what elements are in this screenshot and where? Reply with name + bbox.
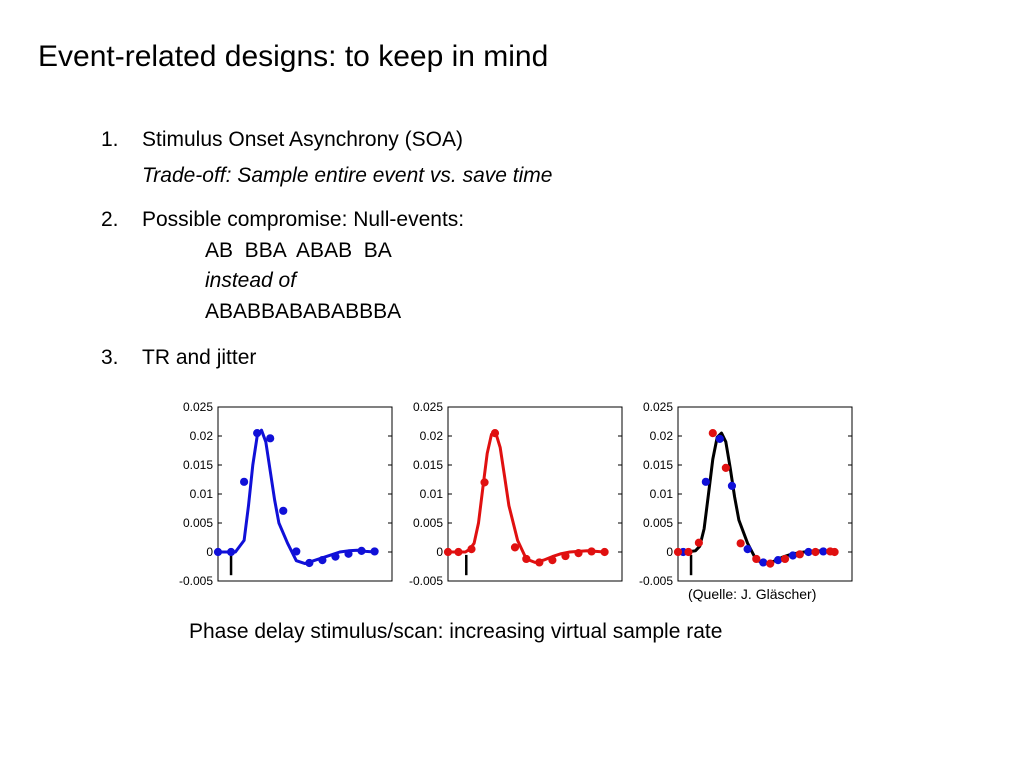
null-event-sequence: AB BBA ABAB BA: [205, 239, 392, 262]
plot-frame: [677, 406, 853, 582]
sample-point-red: [752, 554, 761, 564]
sample-point-red: [443, 547, 453, 557]
y-tick-label: -0.005: [409, 574, 443, 588]
sample-point-red: [694, 538, 703, 547]
y-tick-label: 0: [206, 545, 213, 559]
sample-point-blue: [788, 551, 797, 560]
sample-point-blue: [743, 545, 752, 554]
sample-point-blue: [773, 556, 783, 565]
sample-point-red: [467, 545, 476, 554]
sample-point-red: [600, 547, 609, 557]
sample-point-blue: [331, 552, 340, 561]
y-tick-label: 0.015: [643, 458, 673, 472]
item-1-text: Stimulus Onset Asynchrony (SOA): [142, 128, 463, 151]
sample-point-blue: [305, 558, 314, 568]
sample-point-blue: [370, 547, 379, 556]
plot-2: 0.025 0.02 0.015 0.01 0.005 0 -0.005: [409, 400, 623, 588]
sample-point-blue: [213, 547, 223, 557]
item-3-number: 3.: [101, 346, 119, 369]
y-tick-label: 0.02: [420, 429, 444, 443]
y-tick-label: 0: [436, 545, 443, 559]
slide-title: Event-related designs: to keep in mind: [38, 40, 549, 73]
y-tick-label: 0.01: [420, 487, 444, 501]
sample-point-blue: [253, 429, 262, 438]
y-tick-label: 0.02: [190, 429, 214, 443]
y-tick-label: 0.005: [183, 516, 213, 530]
sample-point-blue: [759, 558, 768, 567]
sample-point-red: [830, 547, 839, 557]
sample-point-blue: [357, 546, 366, 555]
sample-point-red: [561, 551, 570, 561]
sample-point-red: [522, 554, 531, 564]
y-tick-label: 0.025: [183, 400, 213, 414]
sample-point-blue: [240, 477, 249, 486]
sample-point-red: [548, 556, 557, 565]
sample-point-blue: [318, 556, 327, 565]
sample-point-blue: [727, 481, 737, 490]
full-sequence: ABABBABABABBBA: [205, 300, 402, 323]
sample-point-red: [780, 554, 790, 564]
sample-point-blue: [819, 547, 828, 556]
y-tick-label: -0.005: [179, 574, 213, 588]
sample-point-red: [811, 547, 820, 557]
sample-point-red: [684, 547, 693, 557]
y-tick-label: 0.015: [413, 458, 443, 472]
sample-point-blue: [279, 506, 288, 515]
plot-1: 0.025 0.02 0.015 0.01 0.005 0 -0.005: [179, 400, 393, 588]
item-1-number: 1.: [101, 128, 119, 151]
plot-frame: [447, 406, 623, 582]
sample-point-red: [721, 463, 730, 473]
item-2-number: 2.: [101, 208, 119, 231]
sample-point-blue: [804, 547, 813, 557]
sample-point-red: [510, 543, 520, 552]
y-tick-label: 0.025: [643, 400, 673, 414]
y-tick-label: 0.02: [650, 429, 674, 443]
sample-point-red: [673, 547, 683, 557]
item-2-text: Possible compromise: Null-events:: [142, 208, 465, 231]
sample-point-red: [490, 429, 500, 438]
plot-frame: [217, 406, 393, 582]
item-1-note: Trade-off: Sample entire event vs. save …: [142, 164, 553, 187]
y-tick-label: 0.005: [413, 516, 443, 530]
sample-point-blue: [344, 549, 353, 558]
y-tick-label: 0.005: [643, 516, 673, 530]
sample-point-red: [454, 547, 463, 557]
sample-point-red: [587, 547, 596, 556]
sample-point-blue: [701, 477, 710, 486]
source-credit: (Quelle: J. Gläscher): [688, 586, 817, 602]
y-tick-label: -0.005: [639, 574, 673, 588]
response-curve: [448, 431, 605, 564]
item-3-text: TR and jitter: [142, 346, 257, 369]
y-tick-label: 0: [666, 545, 673, 559]
sample-point-blue: [715, 434, 724, 444]
sample-point-blue: [226, 547, 236, 557]
sample-point-red: [736, 539, 745, 548]
y-tick-label: 0.025: [413, 400, 443, 414]
sample-point-red: [480, 478, 489, 487]
sample-point-blue: [292, 547, 301, 556]
y-tick-label: 0.01: [190, 487, 214, 501]
sample-point-red: [708, 429, 717, 438]
sample-point-red: [535, 558, 544, 567]
y-tick-label: 0.01: [650, 487, 674, 501]
sample-point-red: [766, 559, 775, 568]
sample-point-red: [574, 549, 583, 558]
y-tick-label: 0.015: [183, 458, 213, 472]
response-curve: [218, 428, 375, 566]
plot-3: 0.025 0.02 0.015 0.01 0.005 0 -0.005: [639, 400, 853, 588]
instead-of-label: instead of: [205, 269, 297, 292]
figure-caption: Phase delay stimulus/scan: increasing vi…: [189, 620, 723, 643]
sample-point-blue: [266, 434, 275, 443]
sample-point-red: [795, 550, 804, 559]
